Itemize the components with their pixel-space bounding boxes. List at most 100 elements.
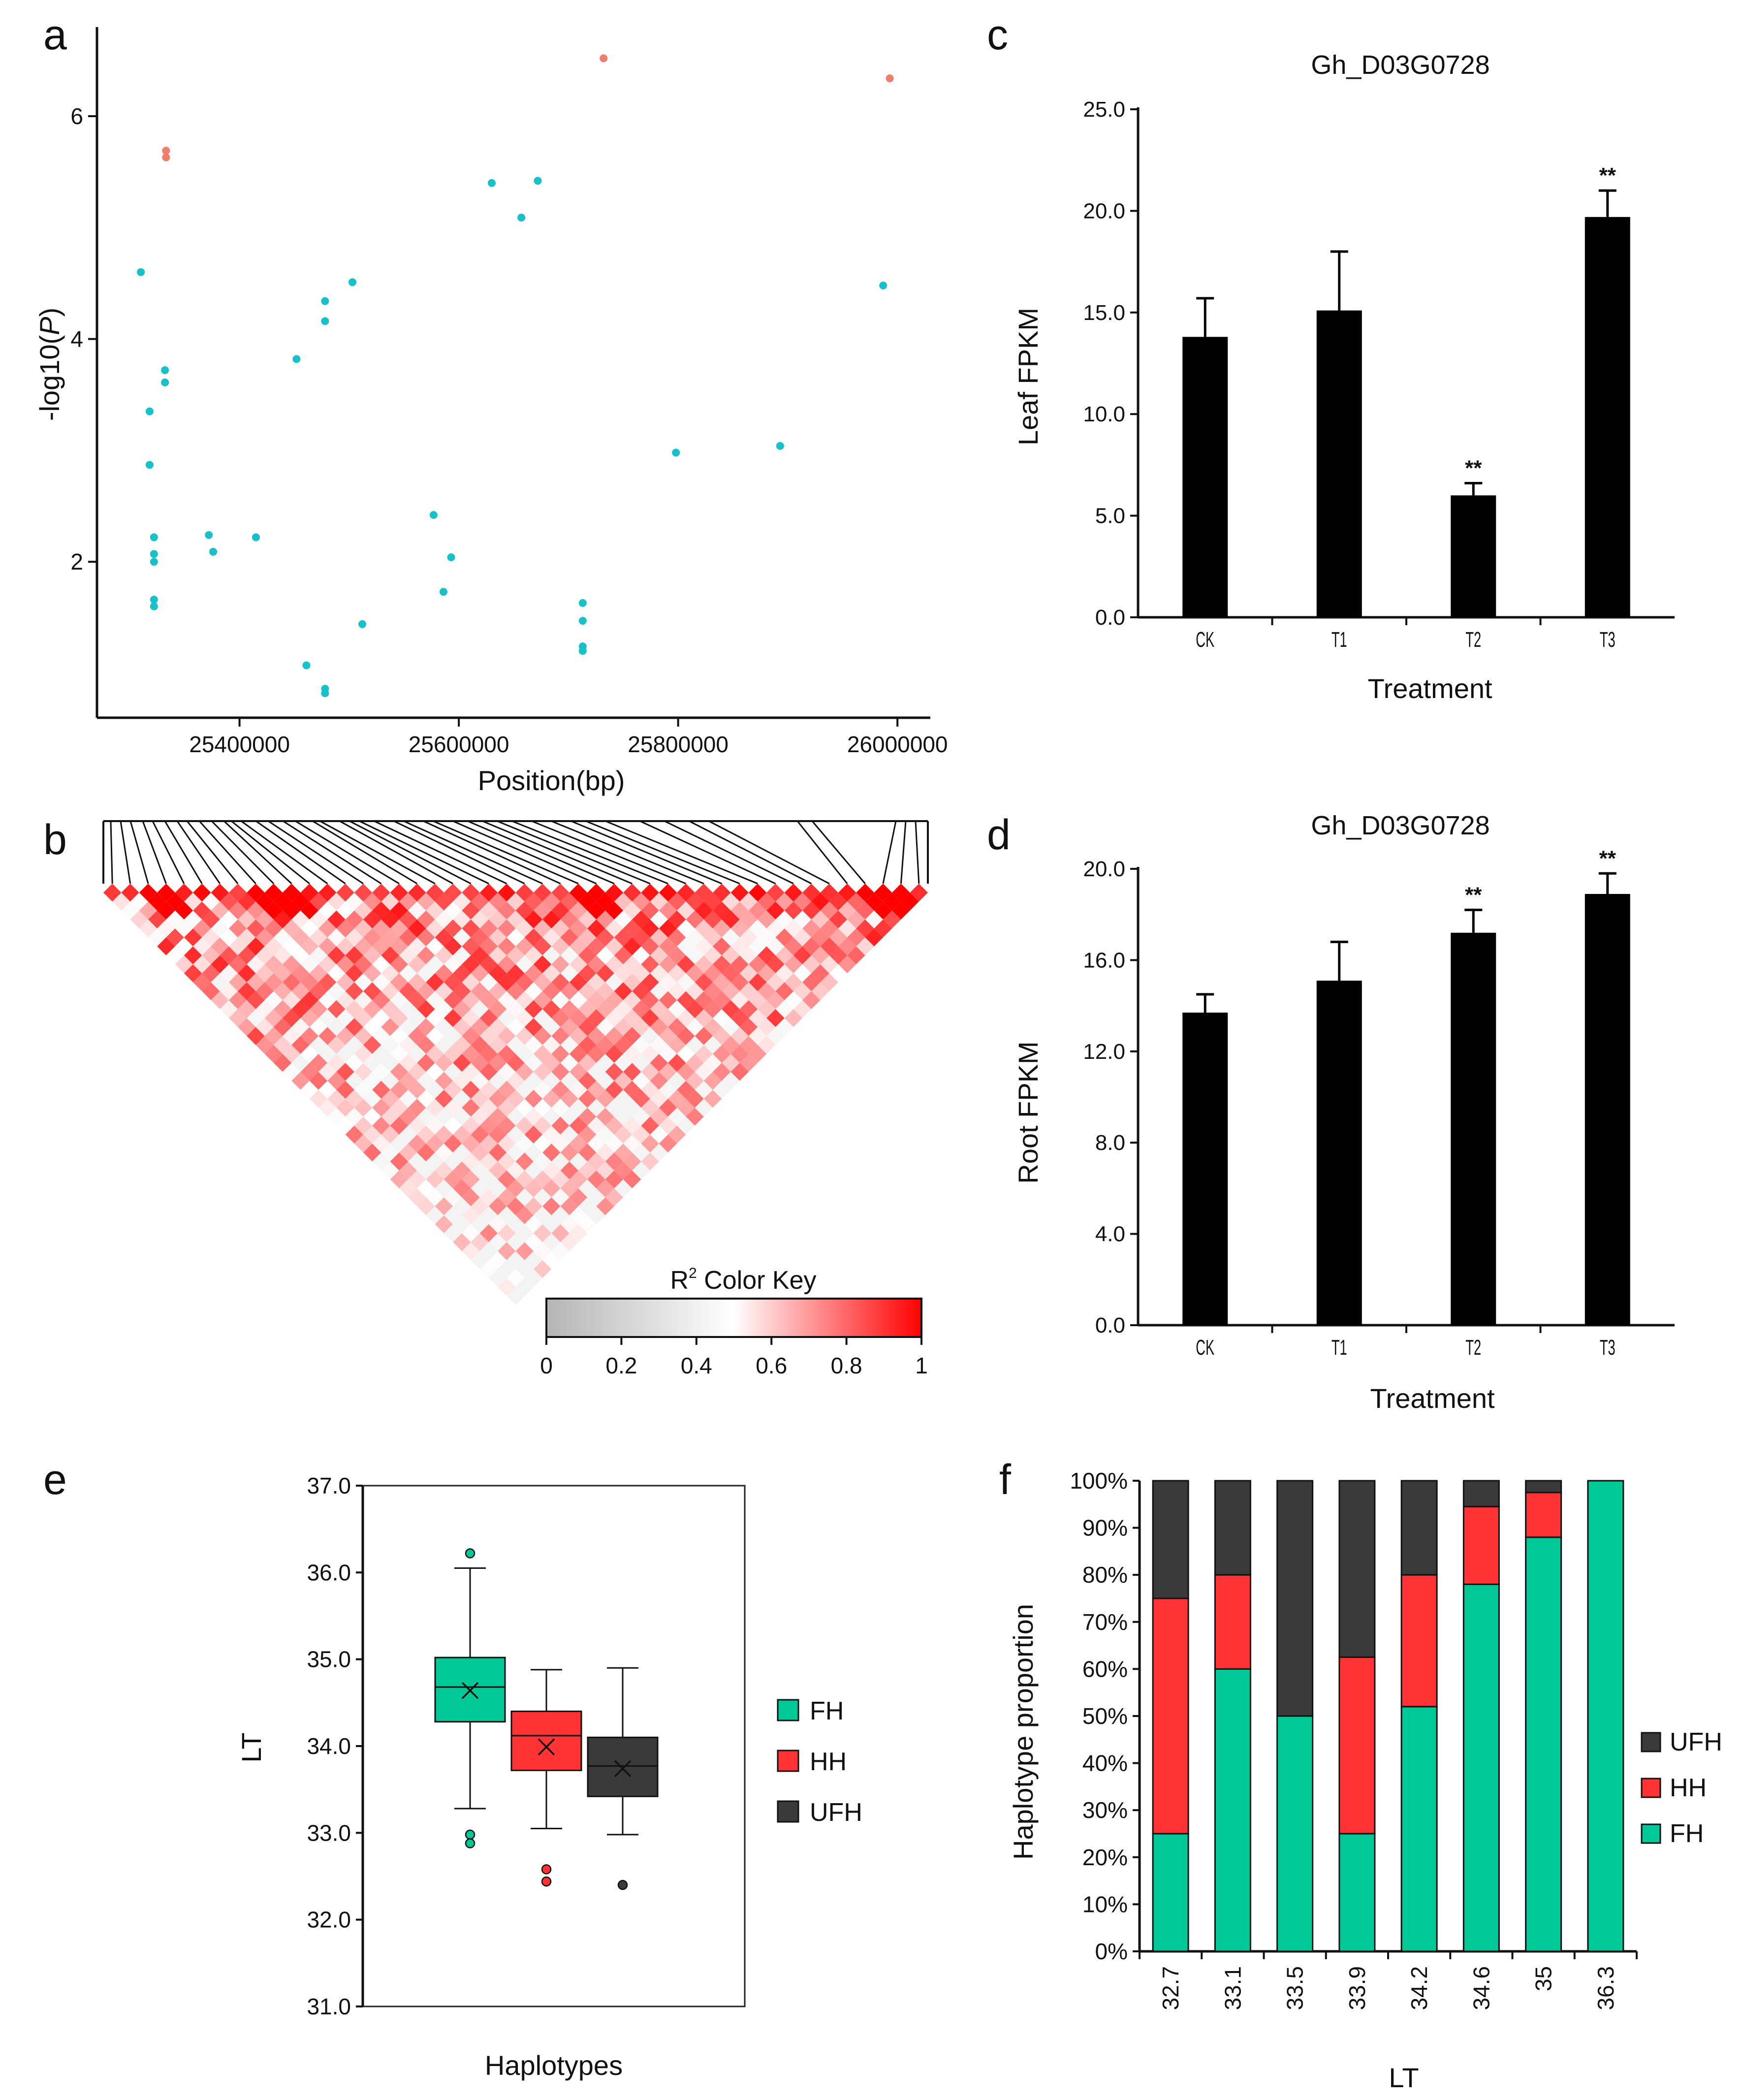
panel-c-leaf-fpkm: c Gh_D03G0728 0.0 5.0 10.0 15.0 20.0 25.0 CK T1… xyxy=(987,11,1675,704)
ld-cell xyxy=(641,1116,659,1135)
ld-cell xyxy=(444,1009,462,1027)
ld-cell xyxy=(300,1045,318,1063)
ld-cell xyxy=(318,884,337,902)
ld-cell xyxy=(372,884,390,902)
ld-cell xyxy=(605,1081,623,1099)
ld-cell xyxy=(184,964,202,983)
ld-cell xyxy=(507,1179,525,1198)
panel-letter-a: a xyxy=(43,11,67,59)
ld-cell xyxy=(596,1161,614,1179)
snp-connector xyxy=(283,820,382,885)
ld-cell xyxy=(703,1036,722,1054)
ld-cell xyxy=(238,946,256,964)
ld-cell xyxy=(533,955,552,974)
c-category-label: T3 xyxy=(1600,627,1616,651)
ld-cell xyxy=(336,973,354,991)
c-ytick-label: 20.0 xyxy=(1083,199,1125,223)
ld-cell xyxy=(507,1125,525,1144)
c-bar xyxy=(1585,217,1630,617)
ld-cell xyxy=(569,884,588,902)
f-bar-segment-fh xyxy=(1338,1833,1376,1952)
f-legend-label: UFH xyxy=(1670,1728,1722,1756)
ld-cell xyxy=(820,937,838,955)
ld-cell xyxy=(488,892,507,911)
ld-cell xyxy=(498,1242,516,1260)
ld-cell xyxy=(381,928,399,947)
a-point xyxy=(145,461,154,469)
snp-connector xyxy=(433,820,579,885)
ld-cell xyxy=(479,1099,498,1117)
ld-cell xyxy=(435,928,453,947)
a-point-significant xyxy=(600,54,608,63)
ld-cell xyxy=(435,1089,453,1108)
ld-cell xyxy=(533,937,552,955)
ld-cell xyxy=(677,1063,695,1081)
ld-cell xyxy=(641,991,659,1009)
ld-cell xyxy=(524,1036,543,1054)
ld-cell xyxy=(542,1144,561,1162)
ld-cell xyxy=(641,1099,659,1117)
ld-cell xyxy=(578,1072,597,1090)
f-ytick-label: 20% xyxy=(1082,1845,1128,1870)
ld-cell xyxy=(435,1179,453,1198)
ld-cell xyxy=(668,1000,686,1018)
ld-cell xyxy=(444,937,462,955)
ld-cell xyxy=(542,1125,561,1144)
ld-cell xyxy=(623,973,641,991)
d-ytick-label: 12.0 xyxy=(1083,1040,1125,1064)
ld-cell xyxy=(533,1152,552,1171)
ld-cell xyxy=(560,1179,578,1198)
ld-cell xyxy=(766,1027,785,1045)
ld-cell xyxy=(453,1108,471,1126)
snp-connector xyxy=(403,820,543,885)
ld-cell xyxy=(695,1063,713,1081)
a-xtick-label: 25400000 xyxy=(189,732,290,757)
ld-cell xyxy=(417,1036,435,1054)
ld-cell xyxy=(560,982,578,1000)
ld-cell xyxy=(426,919,444,938)
ld-cell xyxy=(560,1089,578,1108)
ld-cell xyxy=(444,1027,462,1045)
ld-cell xyxy=(291,910,310,928)
ld-cell xyxy=(471,1018,489,1036)
snp-connector xyxy=(882,821,897,884)
ld-cell xyxy=(247,884,265,902)
ld-cell xyxy=(524,1233,543,1251)
f-bar-segment-ufh xyxy=(1338,1480,1376,1658)
ld-cell xyxy=(247,973,265,991)
ld-cell xyxy=(408,955,426,974)
ld-cell xyxy=(551,1134,570,1153)
ld-cell xyxy=(596,946,614,964)
ld-cell xyxy=(578,1197,597,1215)
f-category-label: 34.2 xyxy=(1406,1966,1432,2010)
f-ytick-label: 70% xyxy=(1082,1609,1128,1635)
ld-cell xyxy=(184,892,202,911)
ld-cell xyxy=(453,1053,471,1072)
ld-cell xyxy=(417,1144,435,1162)
ld-cell xyxy=(291,1000,310,1018)
ld-cell xyxy=(283,973,301,991)
ld-cell xyxy=(703,928,722,947)
ld-cell xyxy=(381,1108,399,1126)
ld-cell xyxy=(524,946,543,964)
ld-cell xyxy=(426,973,444,991)
ld-cell xyxy=(578,1161,597,1179)
ld-cell xyxy=(426,884,444,902)
f-bar-segment-fh xyxy=(1276,1715,1314,1952)
ld-cell xyxy=(838,919,856,938)
ld-cell xyxy=(345,910,363,928)
ld-cell xyxy=(596,910,614,928)
ld-cell xyxy=(336,1027,354,1045)
ld-cell xyxy=(668,982,686,1000)
ld-cell xyxy=(488,910,507,928)
ld-cell xyxy=(363,910,381,928)
ld-cell xyxy=(462,884,480,902)
f-bar-segment-hh xyxy=(1152,1597,1189,1835)
ld-cell xyxy=(399,1108,417,1126)
ld-cell xyxy=(668,946,686,964)
c-ylabel: Leaf FPKM xyxy=(1013,308,1044,445)
ld-cell xyxy=(847,946,865,964)
d-category-label: T3 xyxy=(1600,1335,1616,1359)
ld-cell xyxy=(551,1081,570,1099)
ld-cell xyxy=(166,910,184,928)
